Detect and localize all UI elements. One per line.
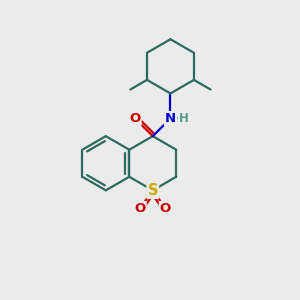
Text: N: N [165, 112, 176, 125]
Text: O: O [134, 202, 146, 215]
Text: O: O [129, 112, 141, 125]
Text: S: S [148, 183, 158, 198]
Text: H: H [179, 112, 189, 125]
Text: O: O [160, 202, 171, 215]
